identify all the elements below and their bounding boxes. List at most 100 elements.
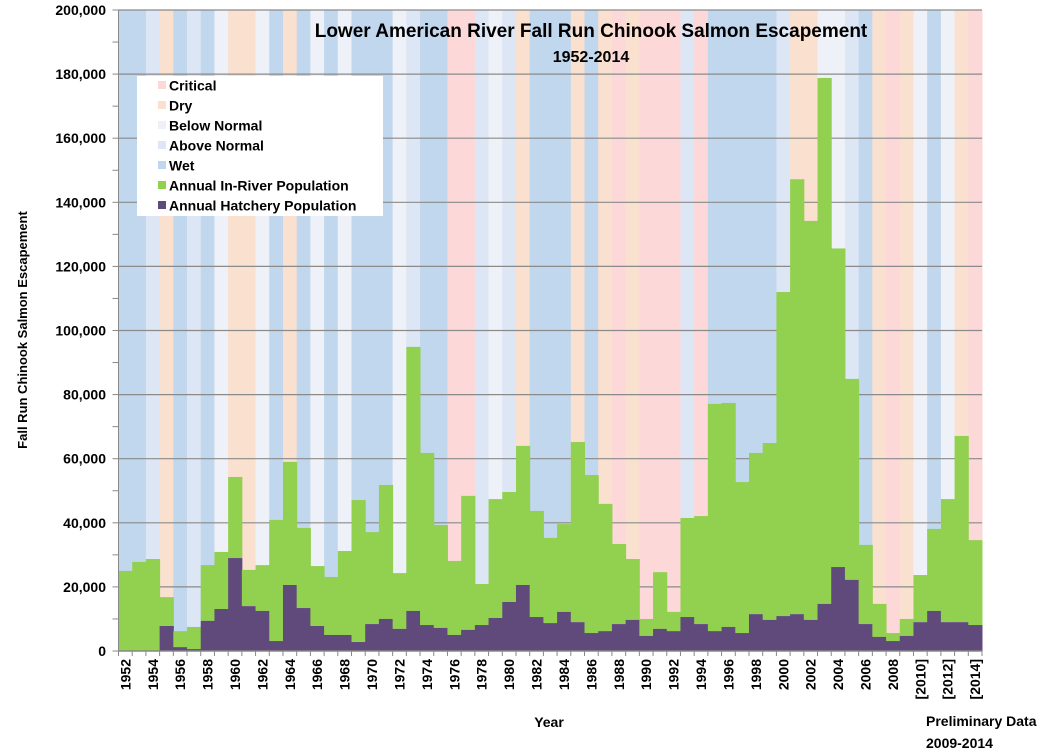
legend-swatch-W xyxy=(158,161,166,169)
in-river-bar-2007 xyxy=(872,603,887,637)
hatchery-bar-1984 xyxy=(557,611,572,651)
legend-swatch-hatchery xyxy=(158,201,166,209)
in-river-bar-2002 xyxy=(803,220,819,620)
x-tick-label: 1976 xyxy=(446,659,462,690)
in-river-bar-1999 xyxy=(762,442,777,620)
x-tick-label: [2010] xyxy=(912,659,928,699)
hatchery-bar-1985 xyxy=(570,622,586,651)
hatchery-bar-2012 xyxy=(940,622,956,651)
x-tick-label: 1956 xyxy=(172,659,188,690)
legend-label: Below Normal xyxy=(169,118,262,134)
in-river-bar-2001 xyxy=(790,179,805,615)
x-tick-label: 1974 xyxy=(419,659,435,690)
in-river-bar-1978 xyxy=(474,584,490,626)
x-tick-label: 1984 xyxy=(556,659,572,690)
legend-label: Critical xyxy=(169,78,216,94)
hatchery-bar-1976 xyxy=(447,634,462,651)
hatchery-bar-1977 xyxy=(461,629,476,651)
legend-label: Above Normal xyxy=(169,138,264,154)
y-tick-label: 140,000 xyxy=(55,194,106,210)
hatchery-bar-2002 xyxy=(803,619,819,651)
in-river-bar-1972 xyxy=(392,573,407,629)
x-tick-label: 1996 xyxy=(720,659,736,690)
x-tick-label: 1970 xyxy=(364,659,380,690)
y-tick-label: 60,000 xyxy=(63,451,106,467)
in-river-bar-2012 xyxy=(940,499,956,623)
in-river-bar-1993 xyxy=(680,517,695,618)
preliminary-years: 2009-2014 xyxy=(926,735,993,751)
in-river-bar-1960 xyxy=(228,476,243,559)
in-river-bar-1988 xyxy=(611,543,627,625)
x-tick-label: 1972 xyxy=(391,659,407,690)
in-river-bar-1980 xyxy=(502,492,517,602)
in-river-bar-1982 xyxy=(529,510,544,618)
chart-subtitle: 1952-2014 xyxy=(553,49,630,66)
x-tick-label: 1992 xyxy=(666,659,682,690)
y-tick-label: 160,000 xyxy=(55,130,106,146)
legend-swatch-AN xyxy=(158,141,166,149)
in-river-bar-1965 xyxy=(296,527,311,609)
legend-label: Annual Hatchery Population xyxy=(169,198,356,214)
in-river-bar-1975 xyxy=(433,525,448,628)
in-river-bar-2009 xyxy=(899,618,914,636)
x-tick-label: 2008 xyxy=(885,659,901,690)
x-tick-label: [2012] xyxy=(940,659,956,699)
in-river-bar-1998 xyxy=(748,452,764,615)
hatchery-bar-2010 xyxy=(913,622,928,651)
preliminary-note: Preliminary Data xyxy=(926,713,1037,729)
x-tick-label: 1982 xyxy=(529,659,545,690)
bars xyxy=(118,77,983,651)
in-river-bar-1958 xyxy=(200,565,215,621)
in-river-bar-1971 xyxy=(378,484,394,619)
x-tick-label: 2002 xyxy=(803,659,819,690)
x-tick-label: 2006 xyxy=(857,659,873,690)
in-river-bar-1953 xyxy=(132,561,147,651)
x-tick-label: 1968 xyxy=(337,659,353,690)
hatchery-bar-1974 xyxy=(420,625,435,651)
hatchery-bar-1964 xyxy=(282,584,298,651)
y-tick-label: 0 xyxy=(98,643,106,659)
in-river-bar-1973 xyxy=(406,346,421,611)
hatchery-bar-1979 xyxy=(488,617,503,651)
x-tick-label: 1966 xyxy=(309,659,325,690)
in-river-bar-1957 xyxy=(187,626,202,650)
in-river-bar-2000 xyxy=(776,292,791,617)
hatchery-bar-1980 xyxy=(502,601,517,651)
in-river-bar-1995 xyxy=(707,403,723,632)
hatchery-bar-2005 xyxy=(844,579,860,651)
in-river-bar-1981 xyxy=(515,445,531,585)
in-river-bar-1996 xyxy=(721,402,736,627)
in-river-bar-1954 xyxy=(145,559,161,651)
y-tick-label: 180,000 xyxy=(55,66,106,82)
in-river-bar-2006 xyxy=(858,544,873,625)
legend: Critical Dry Below Normal Above Normal Wet An… xyxy=(137,76,383,216)
legend-label: Dry xyxy=(169,98,193,114)
y-tick-label: 120,000 xyxy=(55,258,106,274)
y-tick-label: 100,000 xyxy=(55,323,106,339)
hatchery-bar-2011 xyxy=(927,610,942,651)
in-river-bar-2014 xyxy=(968,540,983,626)
hatchery-bar-1972 xyxy=(392,628,407,651)
hatchery-bar-1997 xyxy=(735,633,750,651)
hatchery-bar-2003 xyxy=(817,603,832,651)
hatchery-bar-2000 xyxy=(776,616,791,651)
hatchery-bar-1986 xyxy=(584,633,599,651)
x-tick-label: 1990 xyxy=(638,659,654,690)
in-river-bar-2003 xyxy=(817,77,832,604)
in-river-bar-1959 xyxy=(214,551,229,610)
hatchery-bar-1989 xyxy=(625,619,640,651)
y-tick-label: 200,000 xyxy=(55,2,106,18)
x-tick-label: 1978 xyxy=(474,659,490,690)
legend-swatch-C xyxy=(158,81,166,89)
in-river-bar-2004 xyxy=(831,248,846,568)
chart-title: Lower American River Fall Run Chinook Sa… xyxy=(315,21,868,42)
hatchery-bar-2007 xyxy=(872,636,887,651)
in-river-bar-1987 xyxy=(598,503,613,632)
hatchery-bar-1957 xyxy=(187,649,202,651)
legend-swatch-BN xyxy=(158,121,166,129)
hatchery-bar-2009 xyxy=(899,635,914,651)
hatchery-bar-1966 xyxy=(310,626,325,651)
in-river-bar-1985 xyxy=(570,442,586,623)
hatchery-bar-2014 xyxy=(968,625,983,651)
x-tick-labels: 1952 1954 1956 1958 1960 1962 1964 1966 1968 1970… xyxy=(117,659,983,700)
